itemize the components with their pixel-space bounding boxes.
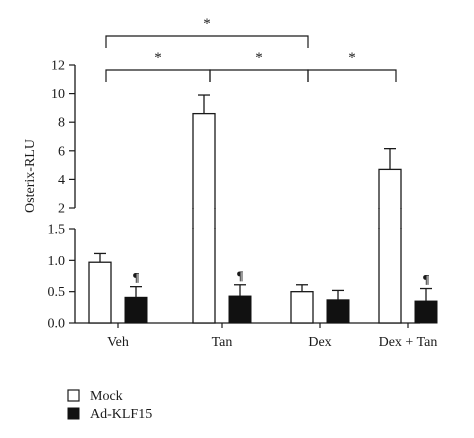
x-tick-label: Veh <box>107 335 129 350</box>
significance-bracket <box>105 35 309 48</box>
significance-bracket <box>209 69 309 82</box>
bar-ad-klf15 <box>228 295 252 324</box>
y-tick-label: 2 <box>58 202 65 217</box>
bar-mock <box>290 291 314 324</box>
bar-mock <box>378 168 402 324</box>
significance-bracket <box>307 69 397 82</box>
significance-brackets: * * * * <box>105 16 397 82</box>
legend-label-ad-klf15: Ad-KLF15 <box>90 407 152 422</box>
significance-marker: ¶ <box>422 272 429 287</box>
bar-ad-klf15 <box>124 296 148 324</box>
significance-bracket <box>105 69 211 82</box>
bar-mock <box>88 261 112 324</box>
axis-break-gap <box>377 209 403 228</box>
axes: 0.0 0.5 1.0 1.5 2 4 6 8 10 12 Veh Tan Dex Dex + Tan <box>48 59 438 351</box>
bar-ad-klf15 <box>414 300 438 324</box>
x-tick-label: Tan <box>212 335 233 350</box>
significance-star: * <box>255 50 263 66</box>
y-tick-label: 12 <box>51 59 65 74</box>
x-tick-label: Dex <box>308 335 331 350</box>
significance-star: * <box>154 50 162 66</box>
y-axis-label: Osterix-RLU <box>23 139 38 213</box>
significance-marker: ¶ <box>132 270 139 285</box>
y-tick-label: 6 <box>58 144 65 159</box>
y-tick-label: 0.5 <box>48 285 66 300</box>
x-tick-label: Dex + Tan <box>379 335 438 350</box>
y-tick-label: 1.0 <box>48 254 66 269</box>
legend-label-mock: Mock <box>90 389 123 404</box>
significance-star: * <box>348 50 356 66</box>
significance-star: * <box>203 16 211 32</box>
bar-ad-klf15 <box>326 299 350 324</box>
y-tick-label: 0.0 <box>48 317 66 332</box>
y-tick-label: 1.5 <box>48 223 66 238</box>
legend-swatch-mock <box>67 389 80 402</box>
bars: ¶ ¶ ¶ <box>88 94 438 324</box>
y-tick-label: 8 <box>58 116 65 131</box>
axis-break-gap <box>191 209 217 228</box>
legend: Mock Ad-KLF15 <box>67 389 152 422</box>
legend-swatch-ad-klf15 <box>67 407 80 420</box>
y-tick-label: 10 <box>51 87 65 102</box>
y-tick-label: 4 <box>58 173 65 188</box>
significance-marker: ¶ <box>236 268 243 283</box>
